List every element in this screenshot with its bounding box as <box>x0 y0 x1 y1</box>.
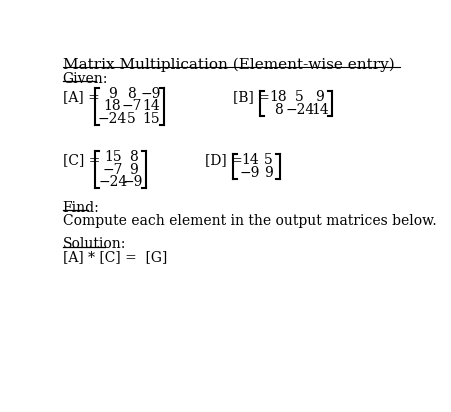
Text: 9: 9 <box>129 163 138 177</box>
Text: Solution:: Solution: <box>63 237 126 251</box>
Text: −7: −7 <box>103 163 123 177</box>
Text: −9: −9 <box>240 166 260 180</box>
Text: 14: 14 <box>142 99 160 113</box>
Text: −7: −7 <box>121 99 142 113</box>
Text: 8: 8 <box>129 150 138 164</box>
Text: 15: 15 <box>142 112 160 126</box>
Text: 5: 5 <box>127 112 136 126</box>
Text: 18: 18 <box>269 90 287 104</box>
Text: 8: 8 <box>127 87 136 101</box>
Text: 14: 14 <box>241 153 259 167</box>
Text: 8: 8 <box>274 103 282 117</box>
Text: [A] * [C] =  [G]: [A] * [C] = [G] <box>63 250 167 265</box>
Text: 5: 5 <box>264 153 273 167</box>
Text: 18: 18 <box>103 99 121 113</box>
Text: −24: −24 <box>97 112 127 126</box>
Text: −24: −24 <box>98 175 128 189</box>
Text: −9: −9 <box>123 175 143 189</box>
Text: 5: 5 <box>295 90 304 104</box>
Text: −9: −9 <box>141 87 161 101</box>
Text: [A] =: [A] = <box>63 90 99 104</box>
Text: Matrix Multiplication (Element-wise entry): Matrix Multiplication (Element-wise entr… <box>63 57 394 72</box>
Text: [B] =: [B] = <box>233 90 270 104</box>
Text: [C] =: [C] = <box>63 153 100 167</box>
Text: 15: 15 <box>104 150 122 164</box>
Text: 9: 9 <box>316 90 324 104</box>
Text: Find:: Find: <box>63 201 99 215</box>
Text: Given:: Given: <box>63 72 108 86</box>
Text: −24: −24 <box>285 103 314 117</box>
Text: Compute each element in the output matrices below.: Compute each element in the output matri… <box>63 214 436 228</box>
Text: [D] =: [D] = <box>205 153 243 167</box>
Text: 14: 14 <box>311 103 329 117</box>
Text: 9: 9 <box>264 166 273 180</box>
Text: 9: 9 <box>108 87 116 101</box>
